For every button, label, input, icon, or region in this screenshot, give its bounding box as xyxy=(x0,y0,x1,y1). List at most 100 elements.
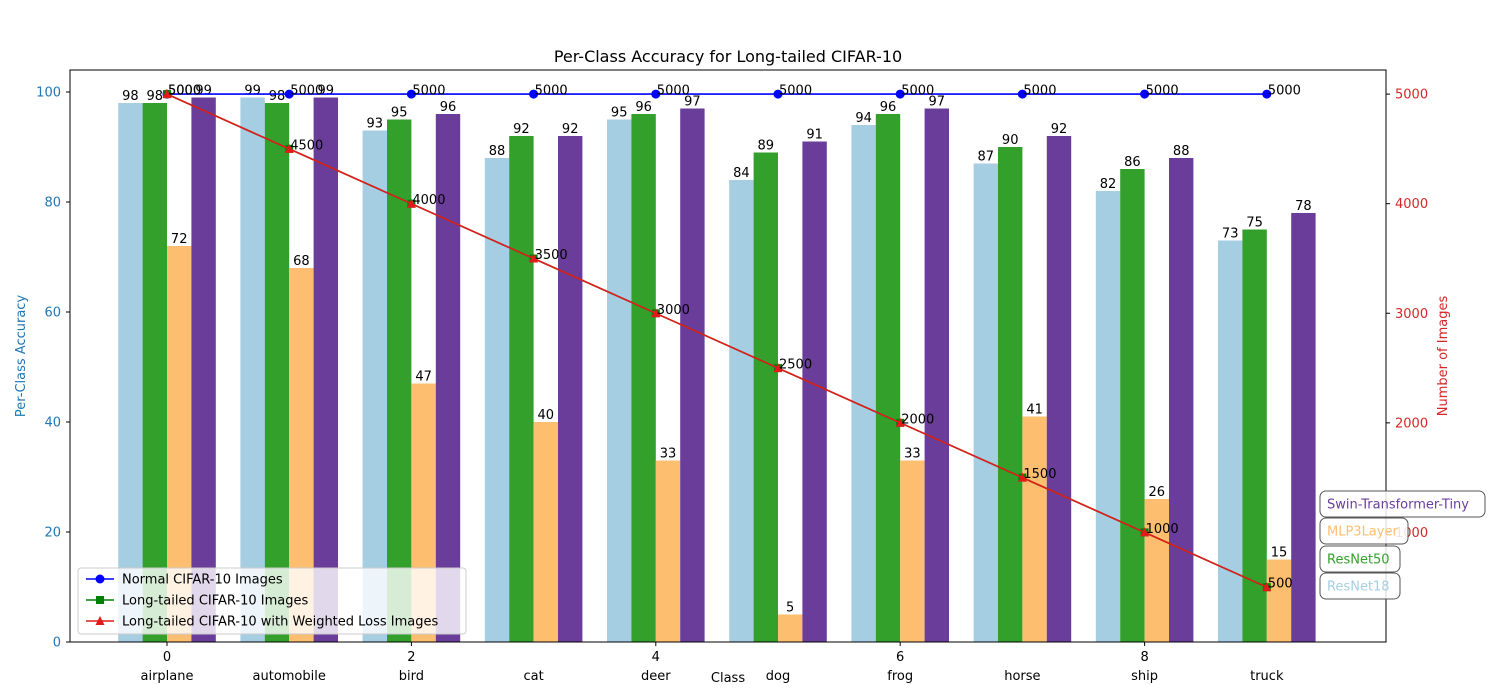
line-point xyxy=(1140,89,1150,99)
bar xyxy=(191,97,216,642)
bar-value-label: 95 xyxy=(391,106,408,121)
bar xyxy=(118,103,143,642)
line-value-label: 5000 xyxy=(901,84,934,99)
x-numeric-tick-label: 4 xyxy=(652,650,660,665)
bar xyxy=(655,460,681,642)
x-axis-title: Class xyxy=(711,671,745,686)
bar xyxy=(1144,499,1169,642)
line-point xyxy=(895,89,905,99)
bar-value-label: 47 xyxy=(415,370,432,385)
x-category-label: frog xyxy=(887,669,913,684)
bar-value-label: 75 xyxy=(1246,216,1263,231)
x-category-label: truck xyxy=(1250,669,1284,684)
bar xyxy=(753,152,778,642)
x-numeric-tick-label: 2 xyxy=(407,650,415,665)
x-numeric-tick-label: 0 xyxy=(163,650,171,665)
y-right-tick-label: 5000 xyxy=(1395,88,1428,103)
y-left-tick-label: 80 xyxy=(44,196,61,211)
legend-box xyxy=(77,567,467,635)
bar-value-label: 96 xyxy=(880,100,897,115)
y-left-tick-label: 100 xyxy=(36,86,61,101)
model-label: MLP3Layer xyxy=(1327,525,1398,540)
bar xyxy=(998,147,1023,642)
bar-value-label: 97 xyxy=(929,95,946,110)
bar-value-label: 92 xyxy=(562,122,579,137)
line-value-label: 5000 xyxy=(1146,84,1179,99)
line-point xyxy=(284,143,294,153)
line-value-label: 5000 xyxy=(290,84,323,99)
bar-value-label: 84 xyxy=(733,166,750,181)
bar-value-label: 94 xyxy=(855,111,872,126)
line-value-label: 1000 xyxy=(1146,522,1179,537)
bar xyxy=(1120,169,1145,642)
model-labels: Swin-Transformer-Tiny MLP3Layer ResNet50 Re… xyxy=(1319,490,1486,600)
line-value-label: 5000 xyxy=(657,84,690,99)
bar-value-label: 96 xyxy=(440,100,457,115)
y-left-tick-label: 40 xyxy=(44,416,61,431)
bar-value-label: 96 xyxy=(635,100,652,115)
line-point xyxy=(651,89,661,99)
x-numeric-tick-label: 6 xyxy=(896,650,904,665)
x-category-label: automobile xyxy=(253,669,326,684)
line-point xyxy=(1262,582,1272,592)
bar-value-label: 87 xyxy=(978,150,995,165)
bar xyxy=(1046,136,1072,642)
line-value-label: 4000 xyxy=(412,193,445,208)
bar-value-label: 40 xyxy=(538,408,555,423)
bar xyxy=(1022,416,1047,642)
line-point xyxy=(406,89,416,99)
bar xyxy=(1169,158,1194,642)
x-category-label: ship xyxy=(1131,669,1158,684)
line-value-label: 5000 xyxy=(168,84,201,99)
line-point xyxy=(406,198,416,208)
bar xyxy=(533,422,558,642)
line-value-label: 5000 xyxy=(1268,84,1301,99)
bar-value-label: 98 xyxy=(147,89,164,104)
plot-frame xyxy=(69,69,1387,643)
y-axis-right-title: Number of Images xyxy=(1436,296,1451,417)
bar xyxy=(362,130,387,642)
y-right-tick-label: 3000 xyxy=(1395,307,1428,322)
bars-layer: 98 99 93 88 95 84 94 87 82 73 98 98 95 92 96 89 96 90 86 75… xyxy=(118,84,1316,642)
model-label-box xyxy=(1319,545,1401,573)
line-point xyxy=(529,253,539,263)
x-category-label: cat xyxy=(523,669,543,684)
line-point xyxy=(651,308,661,318)
bar xyxy=(264,103,290,642)
bar xyxy=(558,136,583,642)
bar-value-label: 97 xyxy=(684,95,701,110)
bar xyxy=(802,141,827,642)
line-value-label: 500 xyxy=(1268,577,1293,592)
line-point xyxy=(529,89,539,99)
bar xyxy=(313,97,338,642)
bar xyxy=(900,460,925,642)
bar xyxy=(509,136,534,642)
legend-marker xyxy=(96,596,104,604)
x-category-label: horse xyxy=(1004,669,1040,684)
bar xyxy=(778,614,803,642)
bar xyxy=(240,97,265,642)
bar xyxy=(680,108,705,642)
line-value-label: 5000 xyxy=(168,84,201,99)
line-value-label: 5000 xyxy=(1023,84,1056,99)
bar-value-label: 99 xyxy=(244,84,261,99)
y-left-tick-label: 20 xyxy=(44,526,61,541)
bar-value-label: 88 xyxy=(1173,144,1190,159)
bar xyxy=(851,125,876,642)
line-point xyxy=(1140,527,1150,537)
bar-value-label: 98 xyxy=(122,89,139,104)
bar-value-label: 98 xyxy=(269,89,286,104)
bar xyxy=(973,163,998,642)
bar xyxy=(1266,559,1292,642)
bar-value-label: 89 xyxy=(758,139,775,154)
line-point xyxy=(284,89,294,99)
line-value-label: 4500 xyxy=(290,138,323,153)
bar-value-label: 73 xyxy=(1222,227,1239,242)
bar xyxy=(1242,229,1267,642)
x-category-label: bird xyxy=(399,669,424,684)
bar-value-label: 95 xyxy=(611,106,628,121)
line-value-label: 5000 xyxy=(779,84,812,99)
y-right-tick-label: 2000 xyxy=(1395,416,1428,431)
line-point xyxy=(162,89,172,99)
